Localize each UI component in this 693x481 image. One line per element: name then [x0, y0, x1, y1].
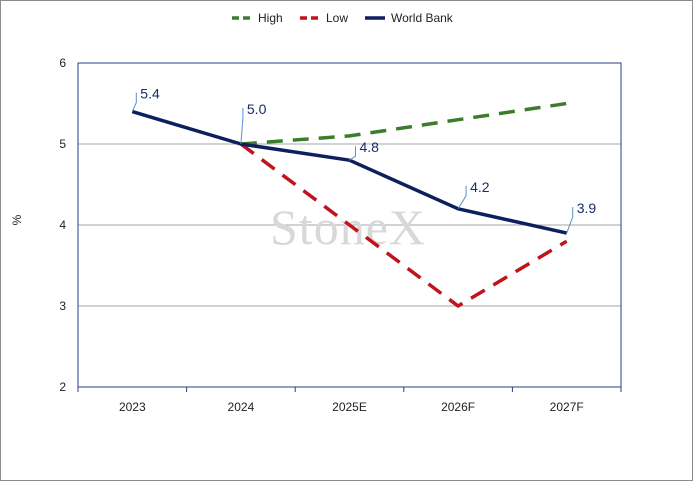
- y-tick-label: 4: [59, 218, 66, 232]
- x-tick-label: 2026F: [441, 400, 475, 414]
- x-tick-label: 2023: [119, 400, 146, 414]
- data-label: 5.4: [140, 86, 160, 102]
- series-line-high: [240, 101, 567, 146]
- y-tick-label: 2: [59, 380, 66, 394]
- legend: High Low World Bank: [232, 11, 454, 25]
- data-label-leader: [240, 108, 244, 145]
- data-label: 3.9: [577, 200, 597, 216]
- y-tick-label: 6: [59, 56, 66, 70]
- watermark: StoneX: [270, 199, 426, 255]
- data-label-leader: [131, 92, 137, 112]
- data-label: 4.2: [470, 179, 490, 195]
- x-tick-label: 2027F: [550, 400, 584, 414]
- y-axis: 2 3 4 5 6: [59, 56, 66, 394]
- data-labels: 5.4 5.0 4.8 4.2 3.9: [131, 86, 597, 234]
- y-axis-label: %: [10, 214, 24, 225]
- y-tick-label: 3: [59, 299, 66, 313]
- data-label-leader: [566, 207, 574, 234]
- x-tick-label: 2025E: [332, 400, 367, 414]
- legend-label: World Bank: [391, 11, 454, 25]
- x-tick-label: 2024: [228, 400, 255, 414]
- data-label: 5.0: [247, 101, 267, 117]
- y-tick-label: 5: [59, 137, 66, 151]
- legend-label: High: [258, 11, 283, 25]
- x-axis: 2023 2024 2025E 2026F 2027F: [77, 387, 622, 414]
- plot-area: [77, 62, 622, 388]
- data-label: 4.8: [360, 139, 380, 155]
- data-label-leader: [349, 146, 356, 161]
- data-label-leader: [457, 185, 467, 210]
- series-line-low: [239, 142, 568, 308]
- legend-label: Low: [326, 11, 348, 25]
